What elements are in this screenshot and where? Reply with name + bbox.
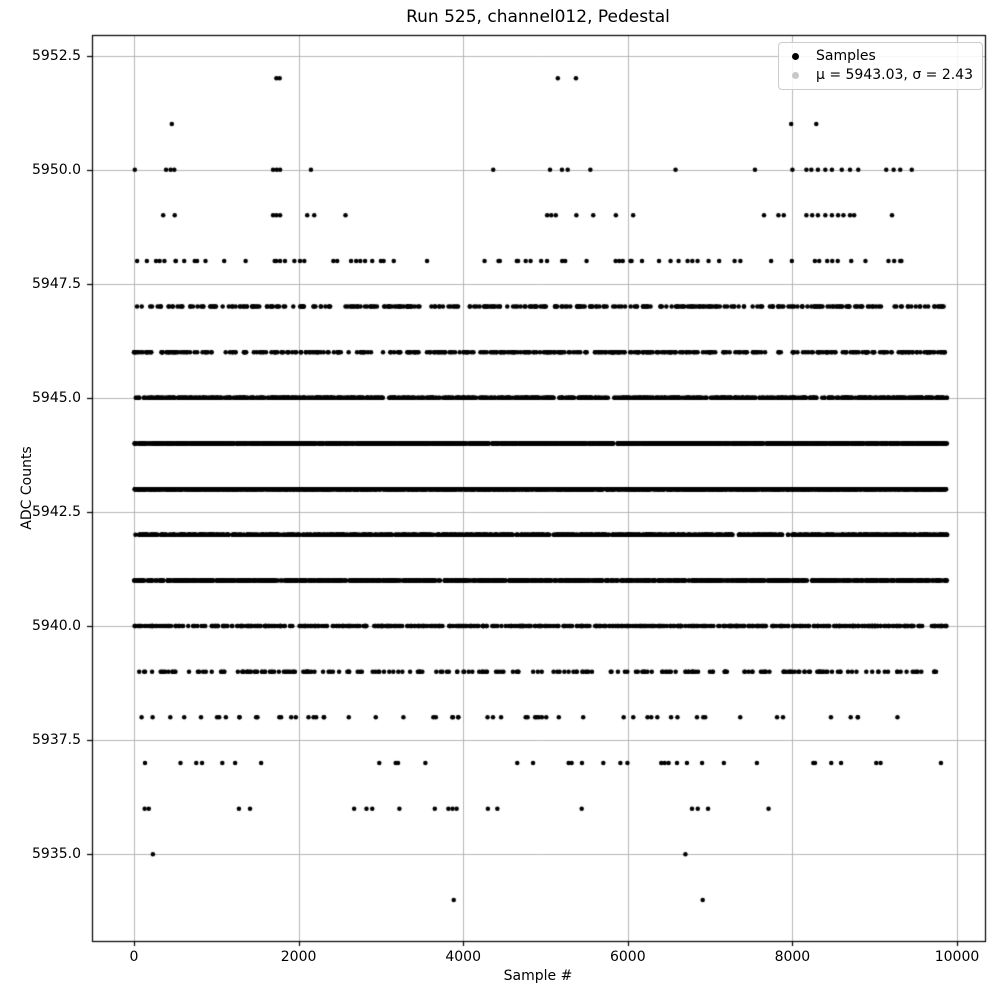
- y-tick-label: 5935.0: [32, 846, 81, 863]
- x-tick-label: 2000: [280, 949, 317, 965]
- legend-label-samples: Samples: [815, 48, 876, 64]
- y-tick-label: 5940.0: [32, 618, 81, 635]
- mean-marker-icon: [791, 72, 799, 79]
- legend-entry-stats: μ = 5943.03, σ = 2.43: [779, 66, 973, 85]
- legend-entry-samples: Samples: [779, 47, 973, 66]
- legend-label-stats: μ = 5943.03, σ = 2.43: [815, 67, 973, 83]
- x-tick-label: 6000: [609, 949, 646, 965]
- legend: Samples μ = 5943.03, σ = 2.43: [777, 42, 983, 90]
- y-tick-label: 5947.5: [32, 275, 81, 292]
- y-tick-label: 5945.0: [32, 389, 81, 406]
- x-tick-label: 4000: [445, 949, 482, 965]
- x-axis-label: Sample #: [503, 968, 573, 984]
- x-tick-label: 10000: [934, 949, 980, 965]
- x-tick-label: 8000: [774, 949, 811, 965]
- y-tick-label: 5942.5: [32, 503, 81, 520]
- samples-marker-icon: [791, 53, 799, 60]
- chart-title: Run 525, channel012, Pedestal: [406, 7, 670, 27]
- y-tick-label: 5952.5: [32, 47, 81, 64]
- y-tick-label: 5937.5: [32, 732, 81, 749]
- x-tick-label: 0: [129, 949, 139, 965]
- y-tick-label: 5950.0: [32, 161, 81, 178]
